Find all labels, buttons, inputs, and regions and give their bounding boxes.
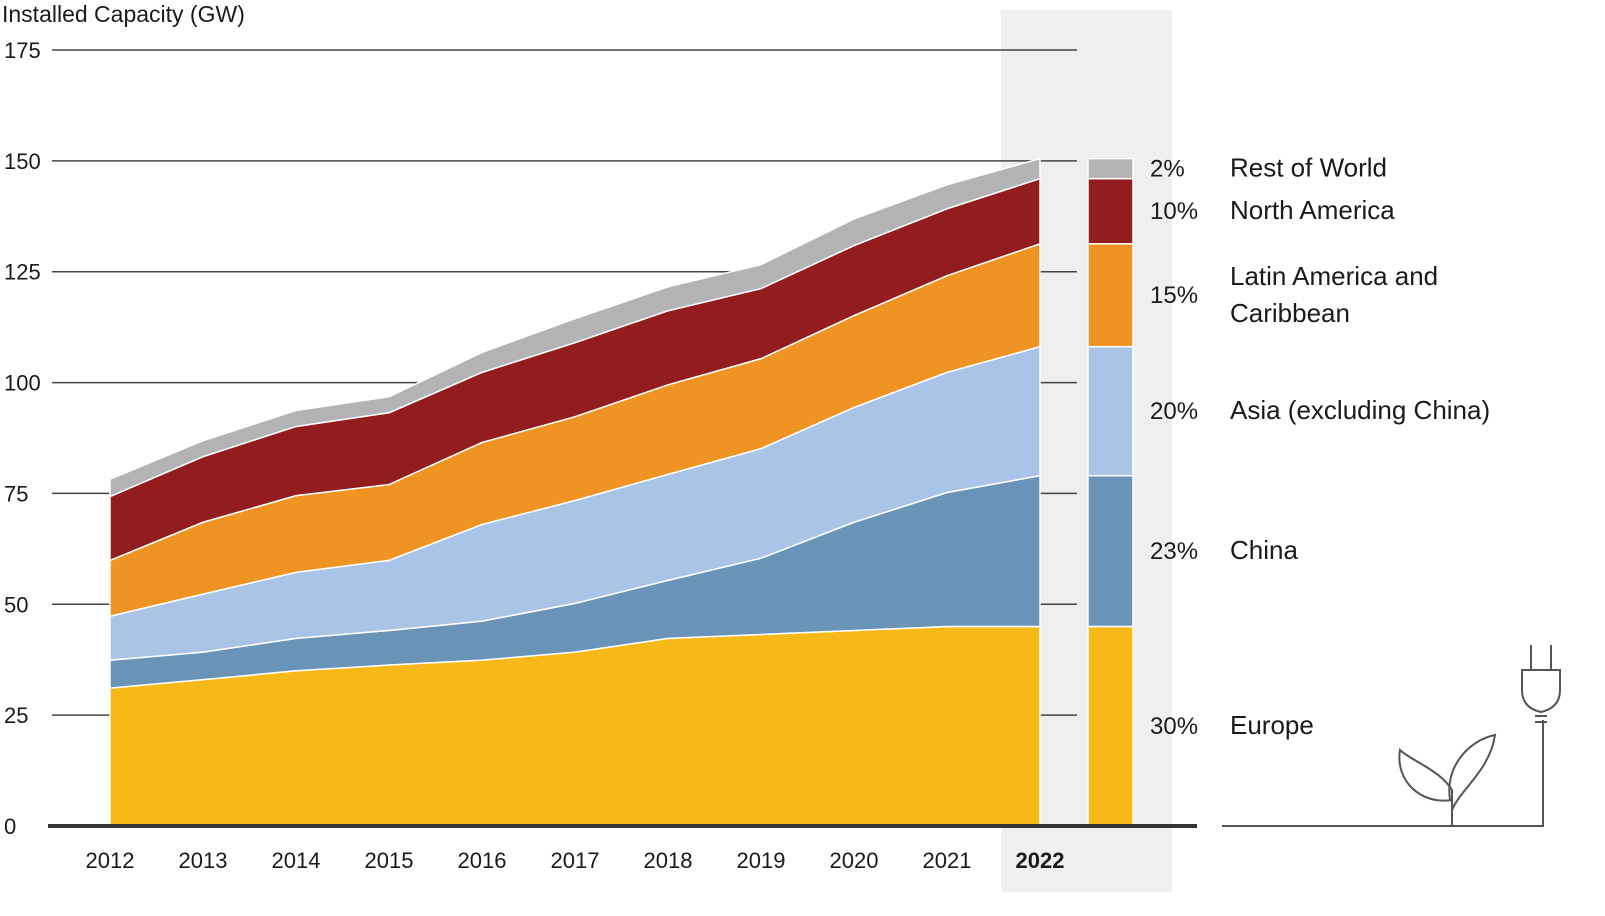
y-axis-label: Installed Capacity (GW) (2, 1, 245, 27)
x-tick-label: 2019 (737, 848, 786, 873)
x-tick-label: 2022 (1016, 848, 1065, 873)
y-tick-label: 75 (4, 481, 28, 506)
x-tick-label: 2018 (644, 848, 693, 873)
x-tick-label: 2021 (923, 848, 972, 873)
x-tick-label: 2016 (458, 848, 507, 873)
share-bar-segment (1087, 345, 1134, 477)
legend-label: Latin America and (1230, 261, 1438, 291)
x-tick-label: 2014 (272, 848, 321, 873)
x-tick-label: 2017 (551, 848, 600, 873)
area-rest-of-world (109, 157, 1041, 498)
legend-label: North America (1230, 195, 1395, 225)
share-bar-segment (1087, 177, 1134, 245)
legend-label: China (1230, 535, 1298, 565)
share-bar-segment (1087, 474, 1134, 628)
x-tick-label: 2013 (179, 848, 228, 873)
legend-label: Asia (excluding China) (1230, 395, 1490, 425)
share-bar-segment (1087, 243, 1134, 348)
y-tick-label: 25 (4, 703, 28, 728)
share-bar-segment (1087, 625, 1134, 827)
x-tick-label: 2012 (86, 848, 135, 873)
y-tick-label: 100 (4, 371, 41, 396)
plant-plug-icon (1398, 645, 1561, 827)
legend-label: Rest of World (1230, 153, 1387, 183)
y-tick-label: 175 (4, 38, 41, 63)
y-tick-label: 125 (4, 260, 41, 285)
legend-share: 20% (1150, 398, 1198, 425)
y-tick-label: 50 (4, 592, 28, 617)
share-bar-segment (1087, 157, 1134, 180)
legend-share: 10% (1150, 198, 1198, 225)
legend-label: Caribbean (1230, 298, 1350, 328)
x-tick-label: 2015 (365, 848, 414, 873)
legend-share: 15% (1150, 282, 1198, 309)
x-tick-label: 2020 (830, 848, 879, 873)
y-tick-label: 150 (4, 149, 41, 174)
legend-share: 23% (1150, 538, 1198, 565)
legend-share: 2% (1150, 156, 1185, 183)
legend-label: Europe (1230, 710, 1314, 740)
y-tick-label: 0 (4, 814, 16, 839)
legend-share: 30% (1150, 713, 1198, 740)
